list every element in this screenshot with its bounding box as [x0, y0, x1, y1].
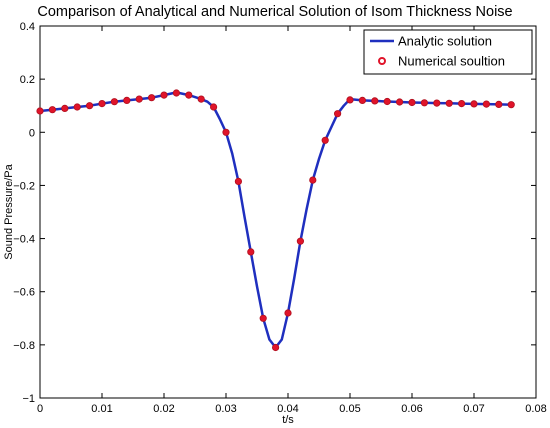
- data-point-numerical: [271, 343, 280, 352]
- data-point-numerical: [61, 104, 69, 113]
- data-point-numerical: [433, 99, 441, 107]
- x-tick-label: 0.08: [525, 403, 546, 415]
- legend-box: [363, 29, 533, 75]
- x-tick-label: 0: [37, 403, 43, 415]
- x-tick-label: 0.02: [153, 403, 174, 415]
- data-point-numerical: [470, 100, 478, 108]
- data-point-numerical: [445, 99, 453, 107]
- data-point-numerical: [135, 95, 143, 103]
- y-tick-label: 0.4: [20, 21, 35, 33]
- data-point-numerical: [259, 314, 267, 322]
- x-tick-label: 0.01: [91, 403, 112, 415]
- x-tick-label: 0.03: [215, 403, 236, 415]
- y-axis-label: Sound Pressure/Pa: [3, 163, 15, 259]
- data-point-numerical: [48, 106, 57, 114]
- x-tick-label: 0.06: [401, 403, 422, 415]
- data-point-numerical: [333, 110, 342, 118]
- data-point-numerical: [36, 107, 44, 115]
- legend: Analytic solution Numerical soultion: [363, 29, 533, 75]
- data-point-numerical: [482, 100, 490, 108]
- data-point-numerical: [98, 100, 106, 108]
- legend-marker-swatch: [378, 57, 386, 65]
- data-point-numerical: [284, 309, 292, 317]
- y-tick-label: −0.2: [13, 180, 35, 192]
- data-point-numerical: [247, 248, 255, 256]
- y-tick-label: −0.6: [13, 287, 35, 299]
- data-point-numerical: [457, 100, 466, 108]
- y-tick-label: −0.4: [13, 234, 35, 246]
- data-point-numerical: [408, 98, 416, 107]
- data-point-numerical: [148, 94, 156, 102]
- data-point-numerical: [197, 95, 205, 103]
- x-tick-label: 0.07: [463, 403, 484, 415]
- data-point-numerical: [222, 128, 230, 136]
- x-tick-label: 0.04: [277, 403, 298, 415]
- chart-title: Comparison of Analytical and Numerical S…: [37, 4, 512, 20]
- y-tick-label: −0.8: [13, 340, 35, 352]
- data-point-numerical: [210, 103, 218, 111]
- data-point-numerical: [358, 96, 366, 105]
- y-tick-label: 0: [29, 127, 35, 139]
- legend-label-numerical: Numerical soultion: [398, 54, 505, 69]
- data-point-numerical: [234, 177, 242, 185]
- data-point-numerical: [86, 102, 94, 110]
- axis-ticks: 0 0.01 0.02 0.03 0.04 0.05 0.06 0.07 0.08 −1 −0.8 −…: [13, 21, 546, 415]
- series-layer: [36, 89, 515, 352]
- data-point-numerical: [296, 237, 304, 245]
- data-point-numerical: [172, 89, 180, 97]
- y-tick-label: −1: [22, 393, 35, 405]
- data-point-numerical: [321, 136, 329, 144]
- data-point-numerical: [383, 97, 391, 106]
- data-point-numerical: [371, 97, 379, 105]
- data-point-numerical: [395, 98, 404, 106]
- data-point-numerical: [73, 103, 81, 111]
- data-point-numerical: [495, 100, 503, 109]
- data-point-numerical: [420, 99, 428, 107]
- plot-area: [39, 25, 537, 399]
- y-tick-label: 0.2: [20, 74, 35, 86]
- data-point-numerical: [160, 91, 168, 99]
- legend-label-analytic: Analytic solution: [398, 34, 492, 49]
- data-point-numerical: [110, 98, 119, 106]
- x-axis-label: t/s: [282, 414, 294, 426]
- data-point-numerical: [507, 101, 515, 109]
- data-point-numerical: [309, 176, 317, 184]
- x-tick-label: 0.05: [339, 403, 360, 415]
- data-point-numerical: [185, 91, 193, 99]
- data-point-numerical: [346, 96, 354, 104]
- data-point-numerical: [123, 96, 131, 105]
